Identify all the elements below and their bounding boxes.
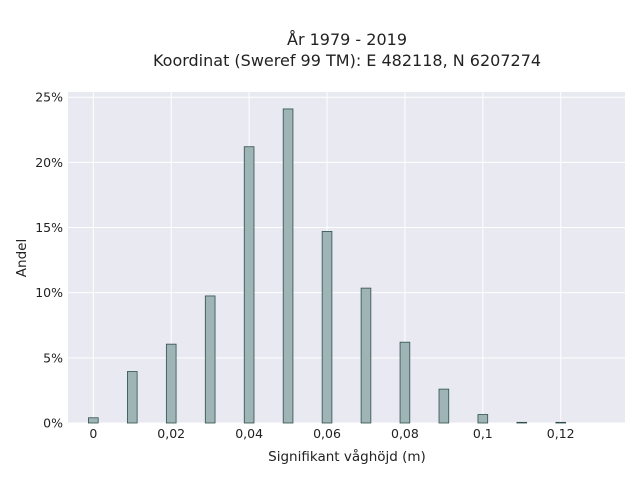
tick-labels: 0 0,02 0,04 0,06 0,08 0,1 0,12 0% 5% 10% 15% 20% 25% — [35, 90, 574, 441]
x-tick-label: 0,1 — [473, 426, 493, 441]
x-axis-label: Signifikant våghöjd (m) — [268, 448, 426, 465]
histogram-bar — [165, 343, 177, 424]
x-tick-label: 0,04 — [235, 426, 263, 441]
y-tick-label: 20% — [35, 155, 63, 170]
bars — [88, 108, 566, 424]
histogram-bar — [555, 421, 566, 424]
histogram-bar — [282, 108, 294, 424]
y-tick-label: 0% — [43, 416, 63, 431]
histogram-bar — [127, 371, 138, 424]
histogram-bar — [204, 295, 216, 424]
y-tick-label: 15% — [35, 220, 63, 235]
x-tick-label: 0,06 — [313, 426, 341, 441]
chart-title-line-1: År 1979 - 2019 — [287, 30, 407, 49]
grid-lines — [68, 92, 625, 424]
x-tick-label: 0 — [89, 426, 97, 441]
histogram-bar — [360, 287, 372, 424]
histogram-bar — [438, 388, 450, 424]
y-tick-label: 25% — [35, 90, 63, 105]
histogram-bar — [399, 341, 411, 424]
x-tick-label: 0,08 — [391, 426, 419, 441]
histogram-bar — [88, 417, 99, 424]
y-tick-label: 5% — [43, 350, 63, 365]
x-tick-label: 0,12 — [547, 426, 575, 441]
x-tick-label: 0,02 — [157, 426, 185, 441]
histogram-bar — [516, 421, 528, 424]
histogram-bar — [243, 146, 255, 424]
plot-area — [68, 92, 625, 423]
chart-title-line-2: Koordinat (Sweref 99 TM): E 482118, N 62… — [153, 51, 541, 70]
histogram-bar — [477, 414, 489, 424]
histogram-bar — [321, 231, 333, 424]
y-axis-label: Andel — [14, 239, 30, 277]
y-tick-label: 10% — [35, 285, 63, 300]
